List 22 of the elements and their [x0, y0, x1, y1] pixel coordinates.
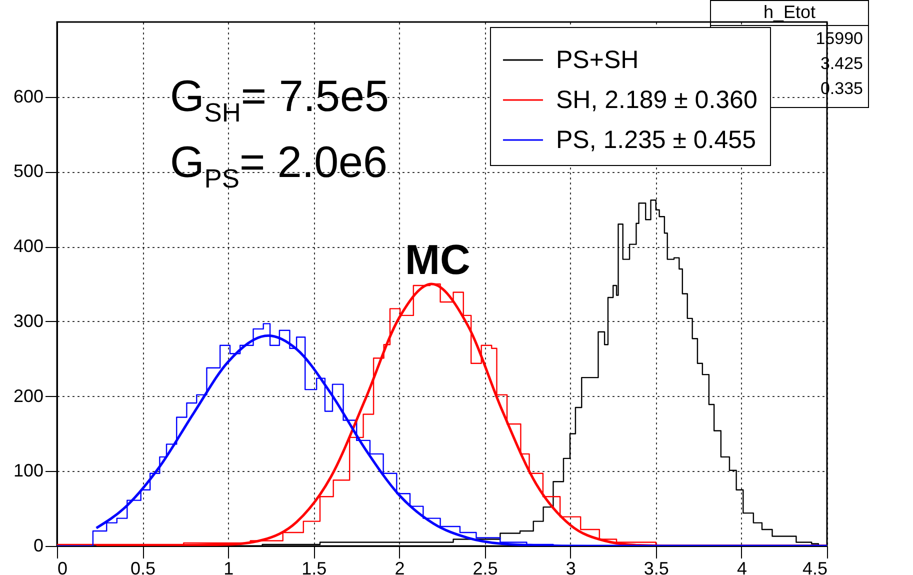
x-tick-label: 3 [566, 558, 576, 575]
x-tick-label: 2 [394, 558, 405, 575]
x-tick-label: 0.5 [130, 558, 156, 575]
y-tick-label: 0 [33, 536, 44, 556]
y-tick-label: 600 [13, 86, 44, 106]
y-tick-label: 500 [13, 161, 44, 182]
x-tick-label: 4 [736, 558, 747, 575]
legend-label: PS+SH [556, 46, 639, 74]
annotation: G$_{PS}$= 2.0e6 [170, 138, 388, 195]
x-tick-label: 1 [224, 558, 234, 575]
x-tick-label: 0 [58, 558, 68, 575]
y-tick-label: 300 [13, 310, 44, 331]
annotation: G$_{SH}$= 7.5e5 [170, 72, 389, 129]
y-tick-label: 200 [13, 386, 44, 406]
x-tick-label: 1.5 [302, 558, 327, 575]
y-tick-label: 400 [13, 236, 44, 256]
y-tick-label: 100 [13, 460, 44, 481]
x-tick-label: 2.5 [472, 558, 498, 575]
annotation: MC [405, 236, 470, 284]
x-tick-label: 3.5 [644, 558, 669, 575]
legend-label: PS, 1.235 ± 0.455 [556, 126, 756, 154]
x-tick-label: 4.5 [802, 558, 828, 575]
